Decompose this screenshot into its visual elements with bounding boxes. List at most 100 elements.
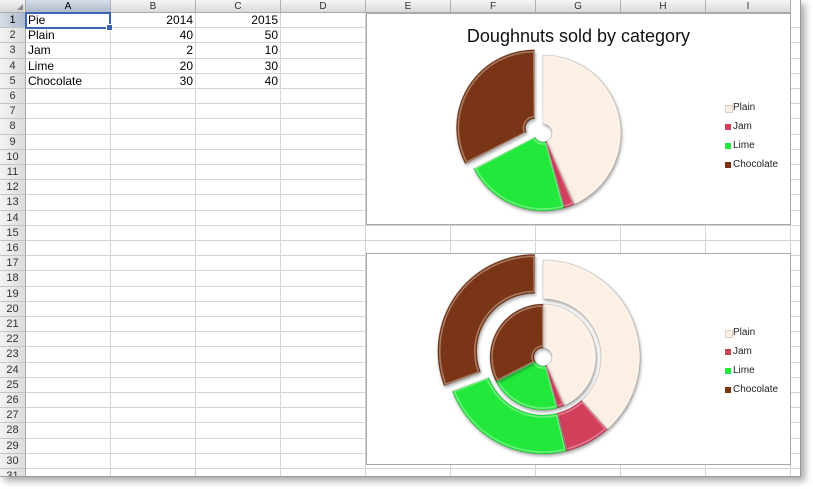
outer-ring-slice-plain[interactable] [542, 259, 641, 431]
column-header-h[interactable]: H [621, 0, 706, 13]
column-header-f[interactable]: F [451, 0, 536, 13]
row-header-21[interactable]: 21 [0, 317, 26, 333]
inner-ring-slice-chocolate[interactable] [489, 303, 544, 382]
row-header-26[interactable]: 26 [0, 393, 26, 409]
legend-label: Plain [733, 327, 756, 338]
legend-label: Lime [733, 140, 755, 151]
row-header-2[interactable]: 2 [0, 28, 26, 44]
ring-slice-highlight [474, 137, 564, 210]
doughnut-chart-1[interactable]: Doughnuts sold by category Plain Jam Lim… [366, 13, 791, 225]
cell-c4[interactable]: 30 [264, 58, 278, 73]
legend-swatch [725, 162, 731, 168]
ring-slice-highlight [457, 51, 536, 164]
outer-ring-slice-chocolate[interactable] [437, 254, 536, 387]
row-header-9[interactable]: 9 [0, 134, 26, 150]
inner-ring-slice-plain[interactable] [542, 303, 597, 407]
row-header-29[interactable]: 29 [0, 438, 26, 454]
grid-line [365, 13, 366, 476]
grid-line [620, 13, 621, 476]
row-header-19[interactable]: 19 [0, 286, 26, 302]
row-header-28[interactable]: 28 [0, 423, 26, 439]
outer-ring-slice-lime[interactable] [451, 377, 567, 455]
row-header-5[interactable]: 5 [0, 73, 26, 89]
ring-slice-chocolate[interactable] [456, 49, 535, 165]
row-header-7[interactable]: 7 [0, 104, 26, 120]
column-header-e[interactable]: E [366, 0, 451, 13]
inner-ring-slice-highlight [542, 305, 595, 405]
row-header-11[interactable]: 11 [0, 165, 26, 181]
cell-b2[interactable]: 40 [179, 28, 193, 43]
ring-slice-plain[interactable] [542, 54, 622, 206]
legend-swatch [725, 387, 731, 393]
row-header-23[interactable]: 23 [0, 347, 26, 363]
row-header-15[interactable]: 15 [0, 225, 26, 241]
cell-a4[interactable]: Lime [28, 58, 55, 73]
cell-a3[interactable]: Jam [28, 43, 51, 58]
row-header-27[interactable]: 27 [0, 408, 26, 424]
legend-swatch [725, 143, 731, 149]
row-header-8[interactable]: 8 [0, 119, 26, 135]
cell-b3[interactable]: 2 [186, 43, 193, 58]
row-header-31[interactable]: 31 [0, 469, 26, 476]
outer-ring-slice-highlight [439, 255, 535, 386]
cell-b1[interactable]: 2014 [166, 13, 193, 27]
row-header-13[interactable]: 13 [0, 195, 26, 211]
legend-swatch [725, 349, 731, 355]
row-header-20[interactable]: 20 [0, 301, 26, 317]
column-header-c[interactable]: C [196, 0, 281, 13]
column-header-d[interactable]: D [281, 0, 366, 13]
row-header-30[interactable]: 30 [0, 453, 26, 469]
outer-ring-slice-highlight [453, 377, 566, 453]
row-header-14[interactable]: 14 [0, 210, 26, 226]
cell-c3[interactable]: 10 [264, 43, 278, 58]
grid-line [195, 13, 196, 476]
row-header-6[interactable]: 6 [0, 89, 26, 105]
grid-line [535, 13, 536, 476]
row-header-24[interactable]: 24 [0, 362, 26, 378]
ring-slice-lime[interactable] [473, 136, 565, 212]
legend-swatch [725, 105, 733, 113]
cell-c2[interactable]: 50 [264, 28, 278, 43]
row-header-17[interactable]: 17 [0, 256, 26, 272]
pie-plot-1 [456, 49, 622, 212]
inner-ring-slice-lime[interactable] [495, 360, 558, 411]
row-header-22[interactable]: 22 [0, 332, 26, 348]
row-header-10[interactable]: 10 [0, 149, 26, 165]
cell-c1[interactable]: 2015 [251, 13, 278, 27]
row-header-16[interactable]: 16 [0, 241, 26, 257]
grid-line [26, 468, 800, 469]
grid-line [26, 240, 800, 241]
outer-ring-slice-highlight [542, 261, 639, 429]
legend-label: Plain [733, 102, 756, 113]
grid-line [450, 13, 451, 476]
grid-line [705, 13, 706, 476]
cell-b4[interactable]: 20 [179, 58, 193, 73]
column-header-i[interactable]: I [706, 0, 791, 13]
cell-a5[interactable]: Chocolate [28, 73, 83, 88]
legend-label: Jam [733, 346, 752, 357]
row-header-1[interactable]: 1 [0, 13, 26, 29]
row-header-3[interactable]: 3 [0, 43, 26, 59]
select-all-corner[interactable] [0, 0, 26, 13]
row-header-4[interactable]: 4 [0, 58, 26, 74]
outer-ring-slice-highlight [557, 401, 607, 450]
fill-handle[interactable] [106, 24, 113, 31]
legend-label: Lime [733, 365, 755, 376]
inner-ring-slice-highlight [491, 305, 544, 382]
doughnut-chart-2[interactable]: Plain Jam Lime Chocolate [366, 253, 791, 465]
cell-contents: Pie 2014 2015 Plain 40 50 Jam 2 10 Lime … [25, 12, 800, 476]
column-header-b[interactable]: B [111, 0, 196, 13]
cell-a1[interactable]: Pie [28, 13, 46, 27]
active-cell-selection[interactable] [25, 12, 111, 29]
cell-a2[interactable]: Plain [28, 28, 55, 43]
column-header-g[interactable]: G [536, 0, 621, 13]
row-header-12[interactable]: 12 [0, 180, 26, 196]
cell-c5[interactable]: 40 [264, 73, 278, 88]
row-header-25[interactable]: 25 [0, 377, 26, 393]
row-header-18[interactable]: 18 [0, 271, 26, 287]
cell-b5[interactable]: 30 [179, 73, 193, 88]
legend-swatch [725, 124, 731, 130]
legend-label: Jam [733, 121, 752, 132]
